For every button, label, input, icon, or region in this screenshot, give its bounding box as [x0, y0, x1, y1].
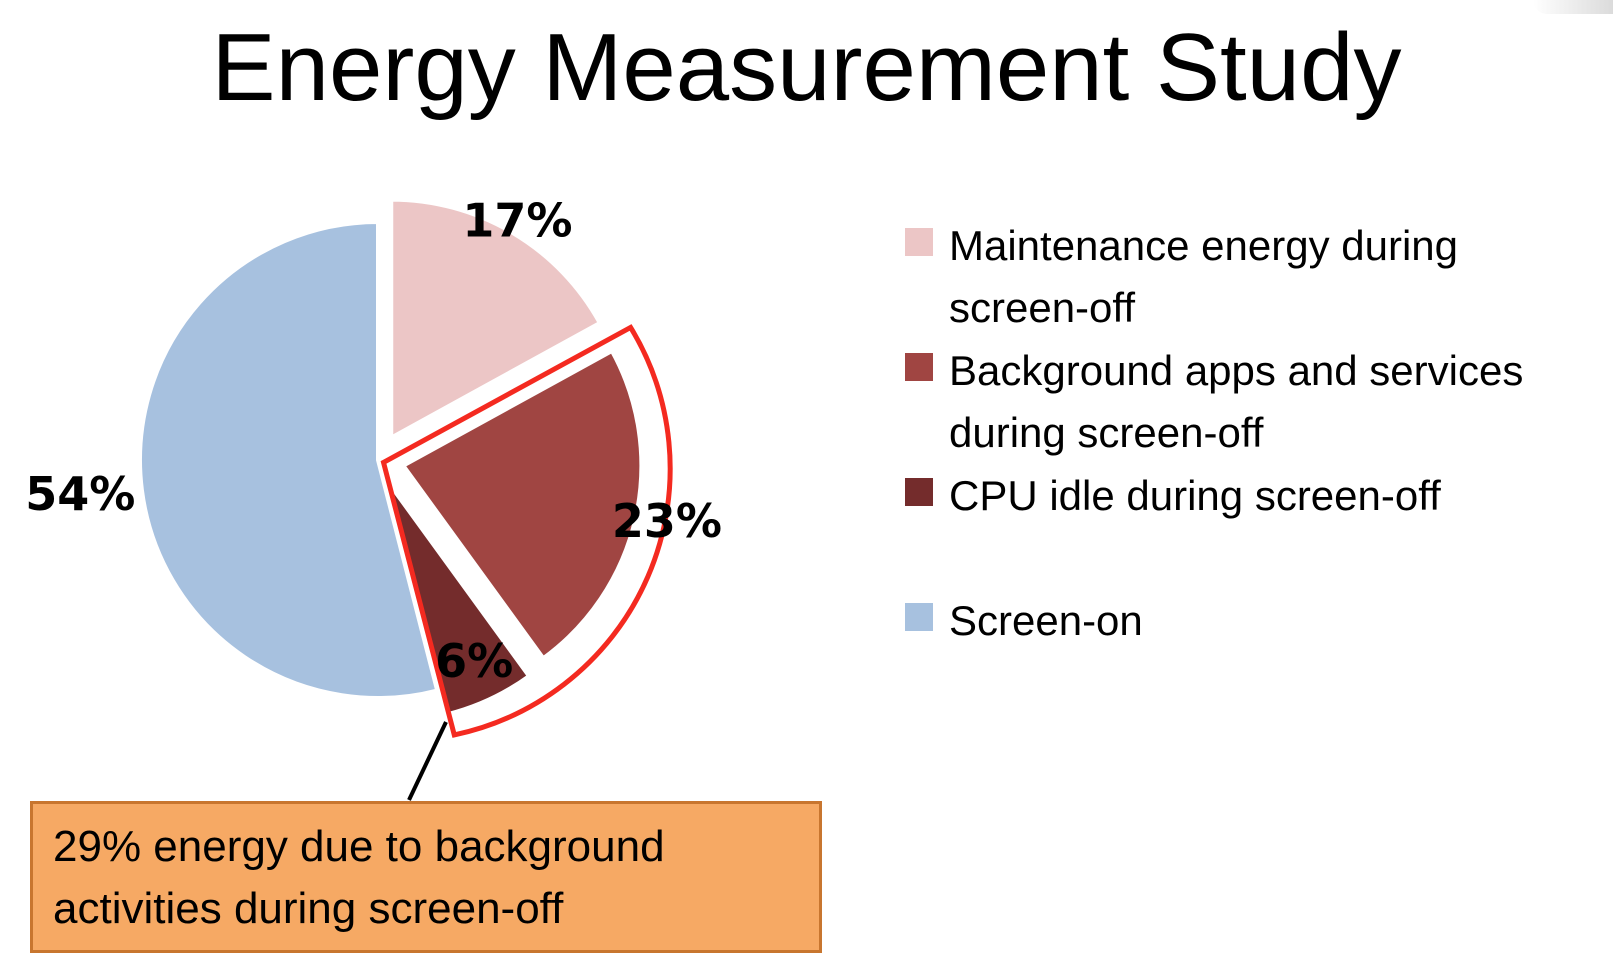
- slice-maintenance: [389, 197, 602, 440]
- legend-swatch: [905, 603, 933, 631]
- slide-title: Energy Measurement Study: [211, 14, 1402, 121]
- highlight-outline: [380, 324, 673, 738]
- legend-swatch: [905, 228, 933, 256]
- legend-label: Background apps and services during scre…: [949, 347, 1524, 456]
- legend-label: Maintenance energy during screen-off: [949, 222, 1459, 331]
- callout-text: 29% energy due to background activities …: [53, 822, 665, 933]
- callout-box: 29% energy due to background activities …: [30, 801, 822, 953]
- legend-swatch: [905, 478, 933, 506]
- legend-label: CPU idle during screen-off: [949, 472, 1441, 519]
- label-cpu-idle: 6%: [435, 634, 513, 688]
- slice-background-apps: [401, 349, 644, 661]
- pie-labels: 17% 23% 6% 54%: [25, 194, 722, 688]
- pie-slices: [138, 197, 644, 717]
- slice-screen-on: [138, 220, 440, 700]
- label-screen-on: 54%: [25, 467, 135, 521]
- legend-label: Screen-on: [949, 597, 1143, 644]
- label-maintenance: 17%: [462, 194, 572, 248]
- label-background-apps: 23%: [612, 494, 722, 548]
- corner-shadow: [1533, 0, 1613, 14]
- legend-swatch: [905, 353, 933, 381]
